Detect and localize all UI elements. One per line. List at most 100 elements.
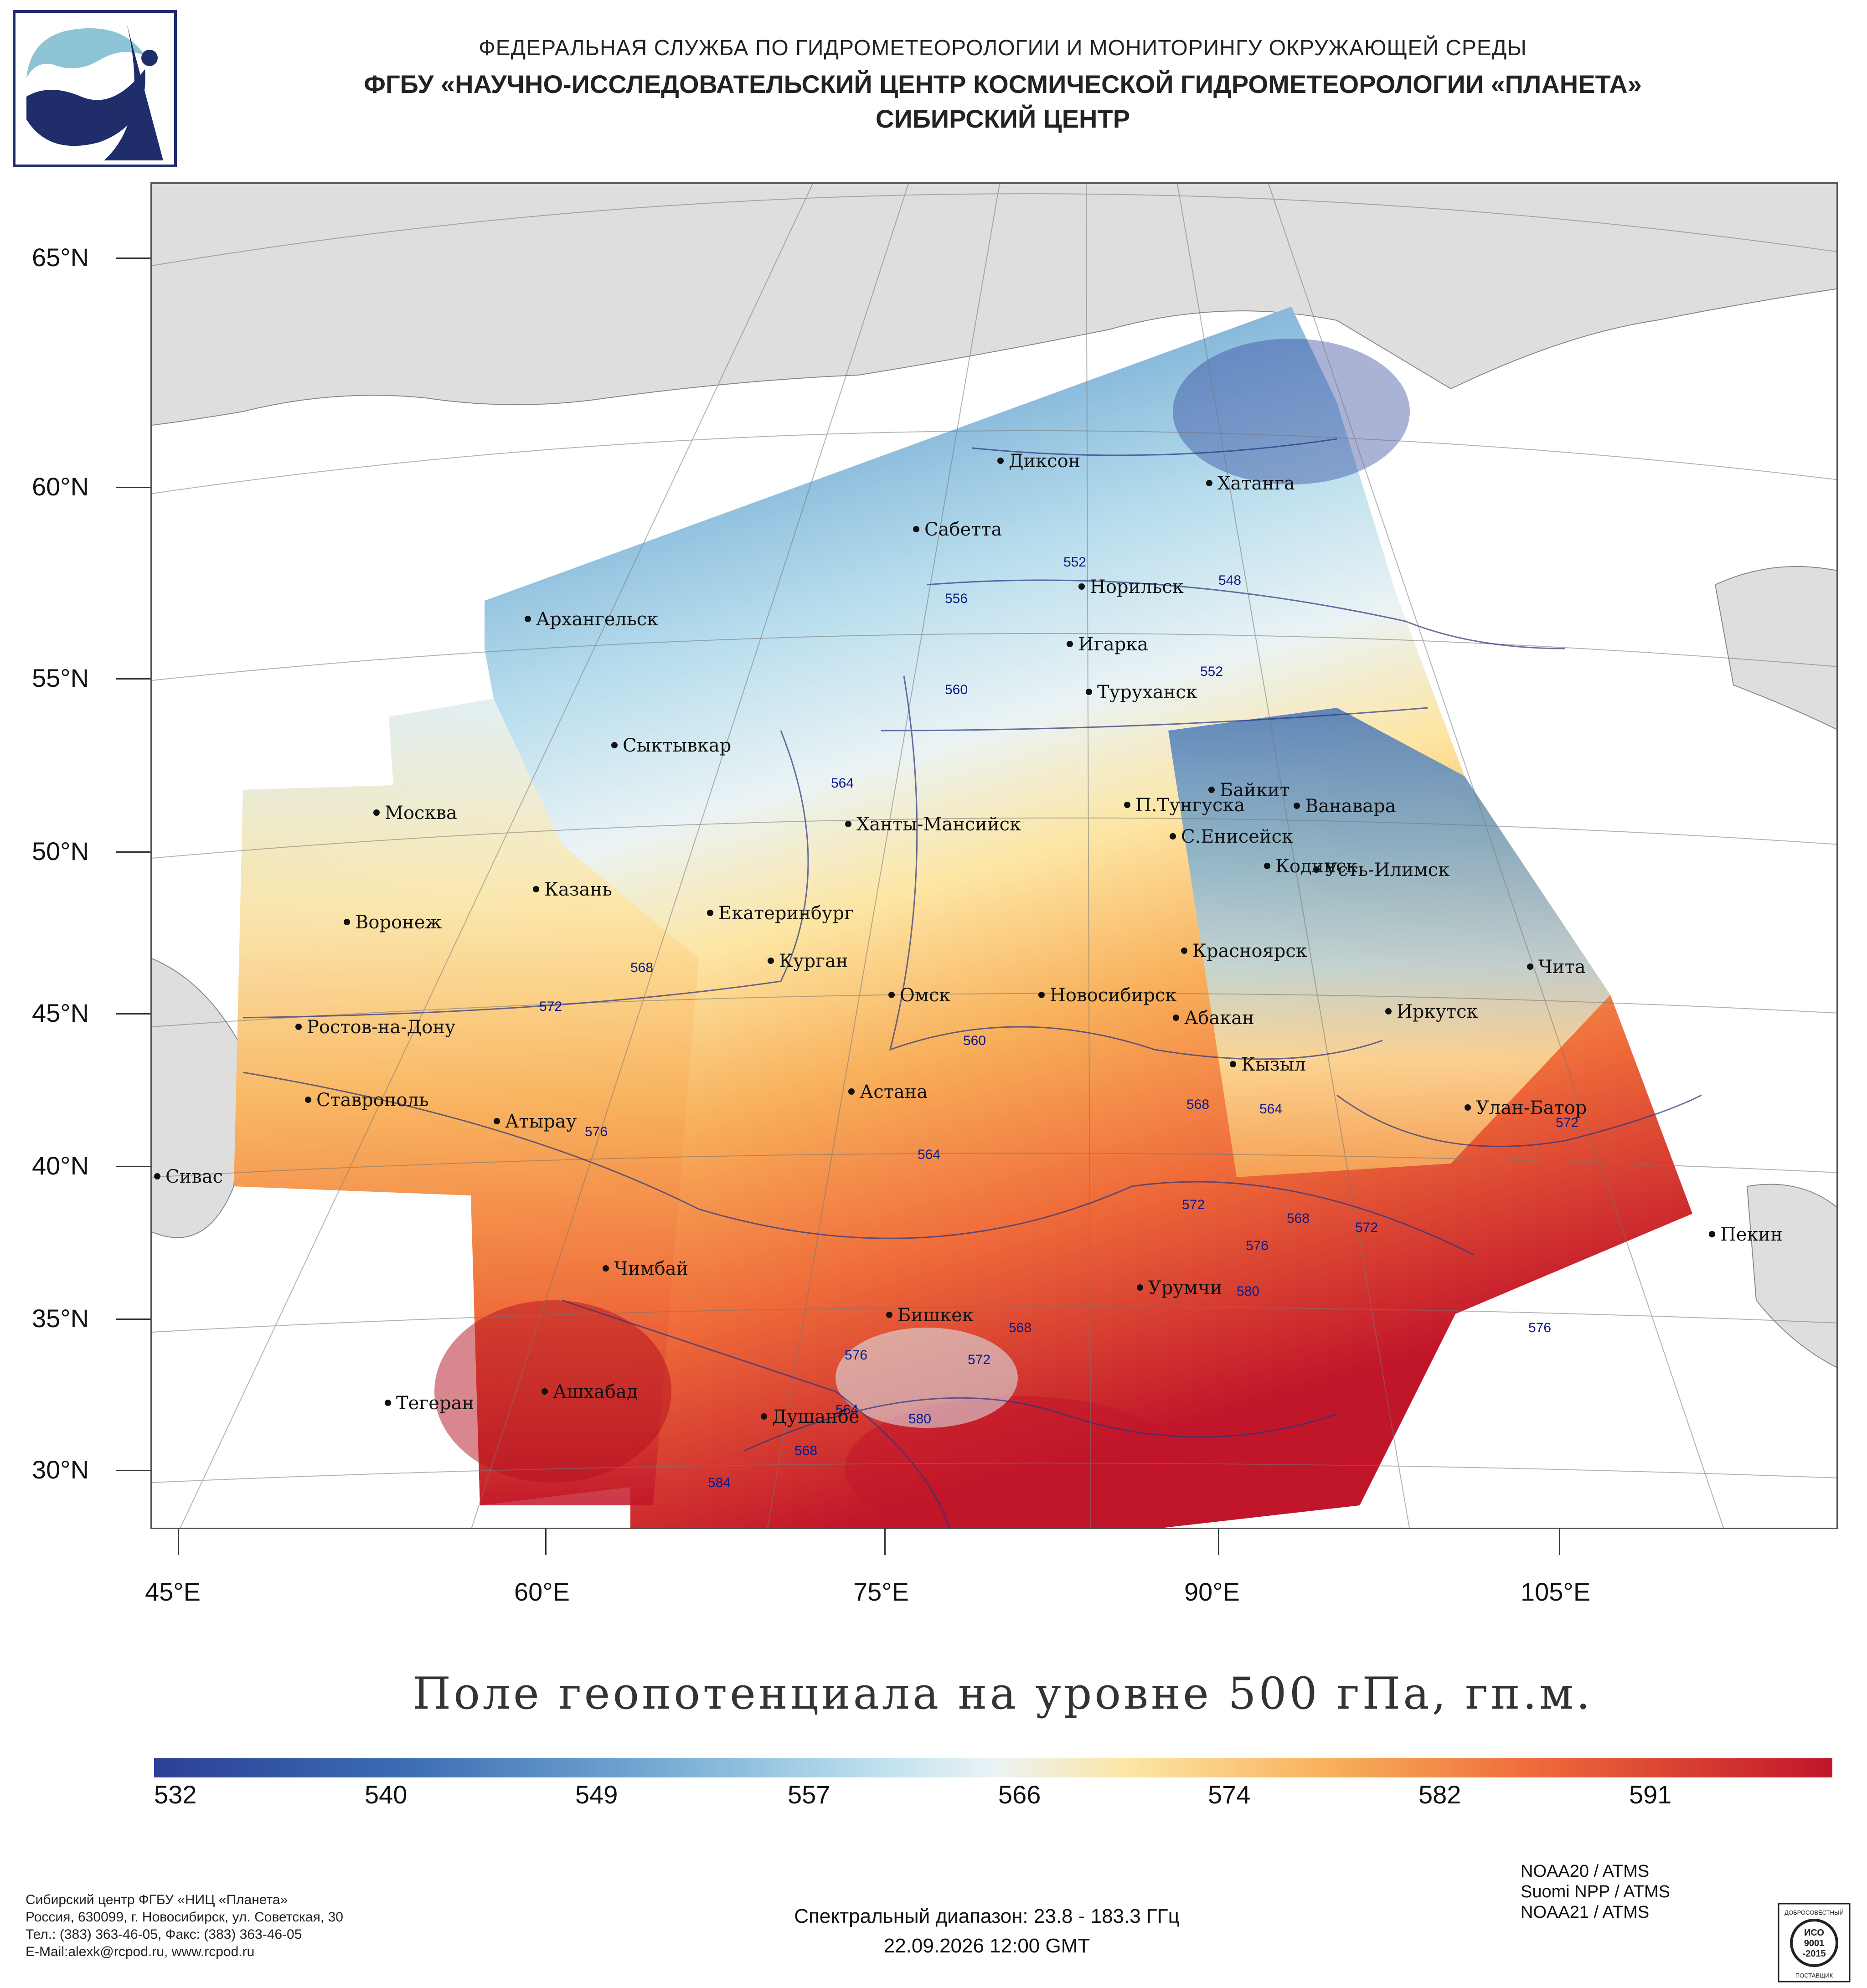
- lat-label: 45°N: [32, 999, 89, 1027]
- isoline-label: 564: [1259, 1102, 1282, 1117]
- lon-label: 90°E: [1184, 1577, 1240, 1606]
- city-marker: Атырау: [494, 1111, 577, 1132]
- svg-text:Атырау: Атырау: [505, 1111, 577, 1132]
- svg-text:Байкит: Байкит: [1220, 780, 1290, 801]
- svg-text:-2015: -2015: [1802, 1949, 1826, 1959]
- city-marker: Казань: [533, 879, 612, 900]
- satellite-line: NOAA20 / ATMS: [1521, 1862, 1650, 1881]
- lat-label: 50°N: [32, 837, 89, 865]
- colorbar-label: 549: [575, 1780, 618, 1809]
- geopotential-field: [234, 307, 1692, 1528]
- lat-tick: [116, 1318, 150, 1320]
- satellite-line: NOAA21 / ATMS: [1521, 1903, 1650, 1922]
- isoline-labels: 552 556 548 552 560 564 568 572 560 576 …: [539, 555, 1578, 1490]
- svg-text:Омск: Омск: [900, 985, 950, 1006]
- svg-text:Сивас: Сивас: [165, 1166, 223, 1187]
- isoline-label: 552: [1200, 664, 1223, 679]
- isoline-label: 568: [630, 960, 653, 975]
- lon-label: 60°E: [514, 1577, 570, 1606]
- isoline-label: 572: [1556, 1115, 1578, 1130]
- svg-text:Пекин: Пекин: [1720, 1224, 1783, 1245]
- svg-text:Урумчи: Урумчи: [1148, 1277, 1222, 1298]
- lon-tick: [178, 1528, 179, 1555]
- isoline-label: 576: [585, 1124, 608, 1139]
- city-marker: Новосибирск: [1038, 985, 1176, 1006]
- city-marker: Урумчи: [1137, 1277, 1222, 1298]
- isoline-label: 584: [708, 1475, 731, 1490]
- svg-text:Красноярск: Красноярск: [1192, 941, 1307, 962]
- colorbar-label: 557: [788, 1780, 830, 1809]
- lon-label: 105°E: [1521, 1577, 1591, 1606]
- isoline-label: 572: [968, 1352, 990, 1367]
- map-title: Поле геопотенциала на уровне 500 гПа, гп…: [413, 1668, 1593, 1719]
- city-marker: Курган: [768, 951, 848, 972]
- city-marker: Хатанга: [1206, 473, 1295, 494]
- lon-label: 75°E: [853, 1577, 909, 1606]
- lat-label: 60°N: [32, 472, 89, 501]
- city-marker: Игарка: [1067, 634, 1148, 655]
- city-marker: Сыктывкар: [611, 735, 731, 756]
- isoline-label: 568: [1186, 1097, 1209, 1112]
- city-marker: Диксон: [997, 451, 1080, 472]
- isoline-label: 580: [908, 1411, 931, 1427]
- city-marker: Кодинск: [1264, 856, 1357, 877]
- city-marker: Ростов-на-Дону: [295, 1017, 456, 1038]
- svg-text:Кодинск: Кодинск: [1275, 856, 1357, 877]
- city-marker: Воронеж: [344, 912, 442, 933]
- lat-tick: [116, 1013, 150, 1015]
- svg-text:9001: 9001: [1804, 1938, 1825, 1948]
- svg-text:Ханты-Мансийск: Ханты-Мансийск: [856, 814, 1021, 835]
- lat-label: 35°N: [32, 1304, 89, 1333]
- svg-text:Ростов-на-Дону: Ростов-на-Дону: [307, 1017, 456, 1038]
- city-marker: Омск: [888, 985, 950, 1006]
- svg-text:Воронеж: Воронеж: [355, 912, 442, 933]
- colorbar: [154, 1758, 1832, 1777]
- city-marker: С.Енисейск: [1170, 826, 1293, 847]
- colorbar-label: 566: [998, 1780, 1041, 1809]
- footer-address: Россия, 630099, г. Новосибирск, ул. Сове…: [26, 1910, 343, 1925]
- isoline-label: 576: [1246, 1238, 1269, 1253]
- svg-text:Новосибирск: Новосибирск: [1050, 985, 1176, 1006]
- footer-email[interactable]: E-Mail:alexk@rcpod.ru, www.rcpod.ru: [26, 1944, 255, 1959]
- isoline-label: 564: [831, 776, 854, 791]
- svg-text:Ставрополь: Ставрополь: [316, 1090, 429, 1111]
- isoline-label: 552: [1063, 555, 1086, 570]
- city-marker: Ставрополь: [305, 1090, 429, 1111]
- svg-text:Ашхабад: Ашхабад: [553, 1381, 638, 1402]
- city-marker: Сабетта: [913, 519, 1002, 540]
- city-marker: Астана: [848, 1082, 928, 1102]
- isoline-label: 576: [845, 1348, 867, 1363]
- iso-badge-icon: ДОБРОСОВЕСТНЫЙ ИСО 9001 -2015 ПОСТАВЩИК: [1778, 1903, 1851, 1983]
- footer-contacts: Сибирский центр ФГБУ «НИЦ «Планета» Росс…: [26, 1891, 343, 1961]
- lat-label: 65°N: [32, 243, 89, 272]
- lat-label: 55°N: [32, 664, 89, 692]
- svg-text:Москва: Москва: [385, 803, 457, 824]
- svg-text:ПОСТАВЩИК: ПОСТАВЩИК: [1795, 1972, 1833, 1979]
- isoline-label: 564: [836, 1402, 858, 1417]
- lat-tick: [116, 487, 150, 488]
- city-marker: Улан-Батор: [1465, 1097, 1587, 1118]
- satellite-line: Suomi NPP / ATMS: [1521, 1882, 1671, 1901]
- svg-text:Хатанга: Хатанга: [1217, 473, 1295, 494]
- isoline-label: 568: [794, 1443, 817, 1458]
- svg-text:Астана: Астана: [860, 1082, 928, 1102]
- lon-tick: [545, 1528, 547, 1555]
- colorbar-label: 540: [365, 1780, 407, 1809]
- isolines: [242, 438, 1702, 1528]
- svg-text:Екатеринбург: Екатеринбург: [718, 903, 854, 924]
- svg-text:Кызыл: Кызыл: [1241, 1054, 1306, 1075]
- city-marker: Москва: [373, 803, 457, 824]
- lon-tick: [1218, 1528, 1219, 1555]
- city-marker: П.Тунгуска: [1124, 795, 1245, 816]
- isoline-label: 576: [1528, 1320, 1551, 1335]
- city-marker: Ашхабад: [542, 1381, 638, 1402]
- svg-text:Тегеран: Тегеран: [396, 1393, 474, 1414]
- isoline-label: 568: [1009, 1320, 1031, 1335]
- svg-text:Архангельск: Архангельск: [536, 609, 658, 630]
- city-marker: Ханты-Мансийск: [845, 814, 1021, 835]
- city-marker: Сивас: [154, 1166, 223, 1187]
- city-marker: Душанбе: [761, 1406, 860, 1427]
- city-marker: Усть-Илимск: [1313, 860, 1449, 881]
- colorbar-label: 574: [1208, 1780, 1251, 1809]
- isoline-label: 568: [1287, 1211, 1310, 1226]
